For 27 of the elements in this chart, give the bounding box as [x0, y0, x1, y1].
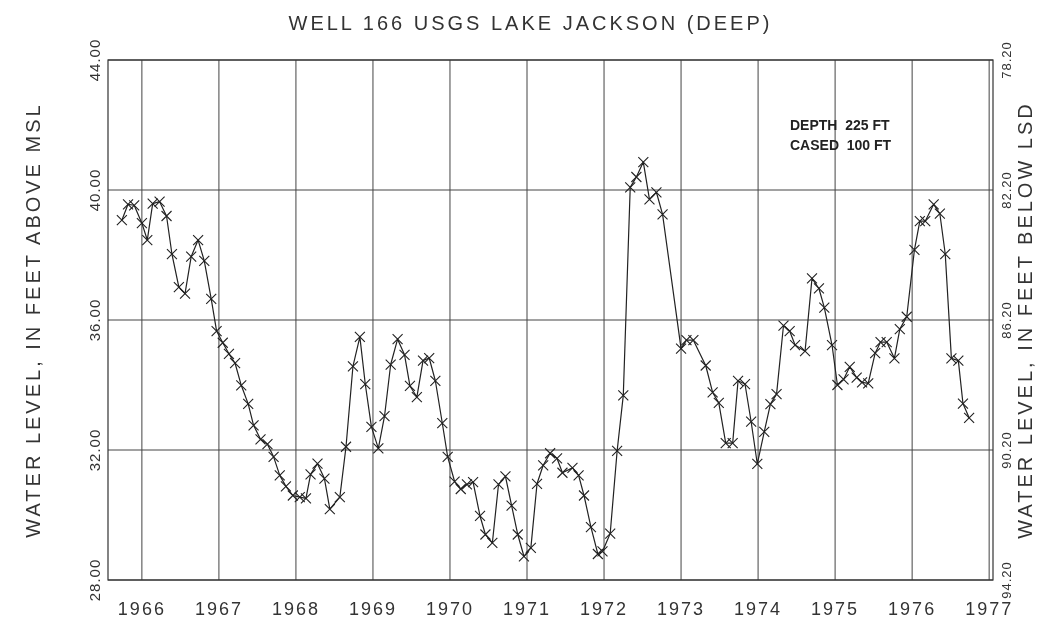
x-tick-label: 1968 [271, 599, 320, 619]
y2-tick-label: 78.20 [998, 41, 1014, 79]
y-tick-label: 32.00 [86, 428, 103, 472]
x-tick-label: 1966 [117, 599, 166, 619]
y-axis-title: WATER LEVEL, IN FEET ABOVE MSL [22, 102, 44, 538]
y2-tick-label: 86.20 [998, 301, 1014, 339]
x-tick-label: 1974 [734, 599, 783, 619]
annotation: CASED 100 FT [790, 137, 892, 153]
y-tick-label: 44.00 [86, 38, 103, 82]
x-tick-label: 1976 [888, 599, 937, 619]
x-tick-label: 1977 [965, 599, 1014, 619]
y-tick-label: 40.00 [86, 168, 103, 212]
chart-title: WELL 166 USGS LAKE JACKSON (DEEP) [288, 12, 773, 34]
y-tick-label: 36.00 [86, 298, 103, 342]
y2-tick-label: 94.20 [998, 561, 1014, 599]
x-tick-label: 1967 [194, 599, 243, 619]
x-tick-label: 1971 [502, 599, 552, 619]
x-tick-label: 1975 [811, 599, 860, 619]
y2-tick-label: 82.20 [998, 171, 1014, 209]
y2-tick-label: 90.20 [998, 431, 1014, 469]
x-tick-label: 1970 [425, 599, 475, 619]
y2-axis-title: WATER LEVEL, IN FEET BELOW LSD [1014, 101, 1036, 539]
annotation: DEPTH 225 FT [790, 117, 891, 133]
y-tick-label: 28.00 [86, 558, 103, 602]
x-tick-label: 1969 [348, 599, 397, 619]
x-tick-label: 1973 [657, 599, 706, 619]
x-tick-label: 1972 [580, 599, 629, 619]
